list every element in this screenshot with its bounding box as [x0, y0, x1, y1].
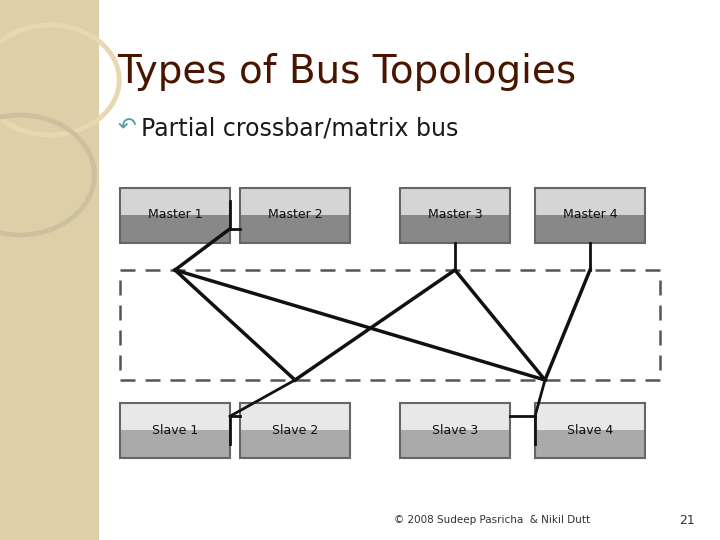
Bar	[120, 270, 660, 380]
Text: 21: 21	[679, 514, 695, 526]
Bar	[535, 402, 645, 430]
Text: © 2008 Sudeep Pasricha  & Nikil Dutt: © 2008 Sudeep Pasricha & Nikil Dutt	[394, 515, 590, 525]
Bar	[400, 402, 510, 430]
Text: Types of Bus Topologies: Types of Bus Topologies	[117, 53, 577, 91]
Text: Master 4: Master 4	[563, 208, 617, 221]
Bar	[535, 187, 645, 215]
Bar	[120, 187, 230, 242]
Text: Master 3: Master 3	[428, 208, 482, 221]
Bar	[0, 0, 99, 540]
Bar	[240, 402, 350, 457]
Bar	[535, 402, 645, 457]
Bar	[400, 215, 510, 242]
Text: Master 1: Master 1	[148, 208, 202, 221]
Bar	[535, 187, 645, 242]
Bar	[120, 402, 230, 430]
Bar	[400, 187, 510, 242]
Bar	[120, 430, 230, 457]
Text: ↶: ↶	[117, 118, 136, 138]
Bar	[400, 402, 510, 457]
Bar	[535, 215, 645, 242]
Text: Partial crossbar/matrix bus: Partial crossbar/matrix bus	[141, 116, 459, 140]
Bar	[240, 402, 350, 430]
Bar	[240, 187, 350, 242]
Bar	[240, 187, 350, 215]
Bar	[400, 430, 510, 457]
Text: Slave 2: Slave 2	[272, 423, 318, 436]
Bar	[240, 430, 350, 457]
Bar	[120, 187, 230, 215]
Text: Slave 3: Slave 3	[432, 423, 478, 436]
Text: Master 2: Master 2	[268, 208, 323, 221]
Text: Slave 4: Slave 4	[567, 423, 613, 436]
Bar	[120, 402, 230, 457]
Bar	[240, 215, 350, 242]
Bar	[120, 215, 230, 242]
Text: Slave 1: Slave 1	[152, 423, 198, 436]
Bar	[535, 430, 645, 457]
Bar	[400, 187, 510, 215]
